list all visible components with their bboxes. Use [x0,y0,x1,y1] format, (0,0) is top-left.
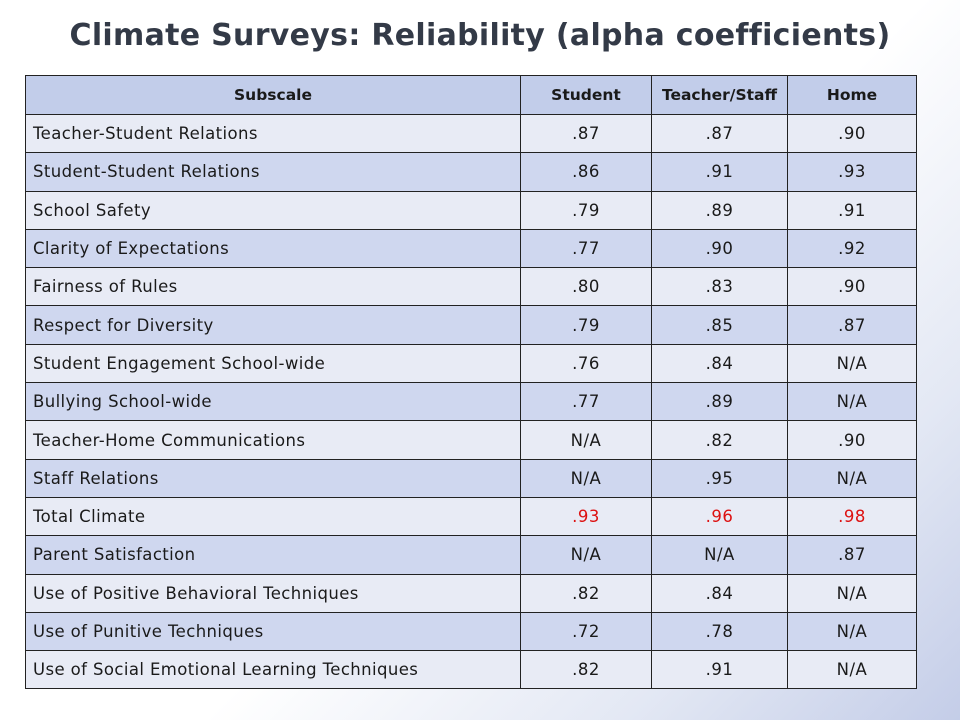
teacher-staff-value-cell: .95 [651,458,788,498]
home-value-cell: .90 [787,420,917,460]
table-row: Use of Punitive Techniques .72.78 N/A [25,611,917,652]
teacher-staff-value-cell: .78 [651,611,788,652]
subscale-cell: Use of Social Emotional Learning Techniq… [25,650,521,690]
table-row: Clarity of Expectations .77.90.92 [25,228,917,269]
subscale-cell: Teacher-Student Relations [25,113,521,154]
teacher-staff-value-cell: N/A [651,535,788,575]
teacher-staff-value-cell: .85 [651,305,788,345]
home-value-cell: N/A [787,650,917,690]
subscale-cell: Bullying School-wide [25,382,521,422]
home-value-cell: N/A [787,611,917,652]
teacher-staff-value-cell: .96 [651,496,788,537]
student-value-cell: .86 [520,152,652,192]
teacher-staff-value-cell: .84 [651,343,788,384]
table-row: Respect for Diversity .79.85.87 [25,305,917,345]
student-value-cell: .77 [520,382,652,422]
subscale-cell: Total Climate [25,496,521,537]
table-row: Student-Student Relations .86.91.93 [25,152,917,192]
slide-title: Climate Surveys: Reliability (alpha coef… [69,18,891,53]
student-value-cell: .76 [520,343,652,384]
teacher-staff-value-cell: .84 [651,573,788,613]
reliability-table: Subscale Student Teacher/Staff Home Teac… [25,75,917,690]
student-value-cell: .87 [520,113,652,154]
student-value-cell: N/A [520,458,652,498]
student-value-cell: .80 [520,267,652,307]
home-value-cell: N/A [787,573,917,613]
subscale-cell: Staff Relations [25,458,521,498]
home-value-cell: .90 [787,267,917,307]
teacher-staff-value-cell: .87 [651,113,788,154]
table-row: Teacher-Student Relations .87.87.90 [25,113,917,154]
teacher-staff-value-cell: .89 [651,190,788,230]
table-row: Total Climate .93.96.98 [25,496,917,537]
home-value-cell: .87 [787,535,917,575]
student-value-cell: .79 [520,190,652,230]
home-value-cell: .93 [787,152,917,192]
teacher-staff-value-cell: .82 [651,420,788,460]
subscale-cell: Fairness of Rules [25,267,521,307]
header-teacher-staff: Teacher/Staff [651,75,788,115]
home-value-cell: .92 [787,228,917,269]
home-value-cell: .91 [787,190,917,230]
teacher-staff-value-cell: .91 [651,152,788,192]
student-value-cell: N/A [520,420,652,460]
subscale-cell: School Safety [25,190,521,230]
home-value-cell: .98 [787,496,917,537]
home-value-cell: .87 [787,305,917,345]
table-row: Staff Relations N/A .95 N/A [25,458,917,498]
home-value-cell: N/A [787,382,917,422]
table-row: Fairness of Rules .80.83.90 [25,267,917,307]
teacher-staff-value-cell: .90 [651,228,788,269]
subscale-cell: Student-Student Relations [25,152,521,192]
table-row: Use of Positive Behavioral Techniques .82… [25,573,917,613]
student-value-cell: .93 [520,496,652,537]
student-value-cell: N/A [520,535,652,575]
table-row: School Safety .79.89.91 [25,190,917,230]
header-student: Student [520,75,652,115]
home-value-cell: N/A [787,458,917,498]
header-home: Home [787,75,917,115]
table-header-row: Subscale Student Teacher/Staff Home [25,75,917,115]
student-value-cell: .79 [520,305,652,345]
header-subscale: Subscale [25,75,521,115]
table-row: Use of Social Emotional Learning Techniq… [25,650,917,690]
subscale-cell: Use of Positive Behavioral Techniques [25,573,521,613]
teacher-staff-value-cell: .89 [651,382,788,422]
student-value-cell: .77 [520,228,652,269]
subscale-cell: Parent Satisfaction [25,535,521,575]
student-value-cell: .72 [520,611,652,652]
table-row: Student Engagement School-wide .76.84 N/A [25,343,917,384]
subscale-cell: Clarity of Expectations [25,228,521,269]
table-row: Parent Satisfaction N/A N/A .87 [25,535,917,575]
teacher-staff-value-cell: .83 [651,267,788,307]
teacher-staff-value-cell: .91 [651,650,788,690]
subscale-cell: Respect for Diversity [25,305,521,345]
subscale-cell: Student Engagement School-wide [25,343,521,384]
table-row: Bullying School-wide .77.89 N/A [25,382,917,422]
student-value-cell: .82 [520,573,652,613]
subscale-cell: Use of Punitive Techniques [25,611,521,652]
home-value-cell: .90 [787,113,917,154]
home-value-cell: N/A [787,343,917,384]
subscale-cell: Teacher-Home Communications [25,420,521,460]
table-row: Teacher-Home Communications N/A .82.90 [25,420,917,460]
student-value-cell: .82 [520,650,652,690]
